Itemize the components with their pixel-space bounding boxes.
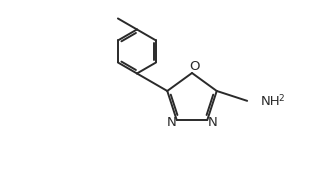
Text: N: N — [207, 116, 217, 129]
Text: 2: 2 — [278, 94, 284, 103]
Text: O: O — [189, 61, 199, 73]
Text: N: N — [167, 116, 177, 129]
Text: NH: NH — [261, 95, 281, 108]
